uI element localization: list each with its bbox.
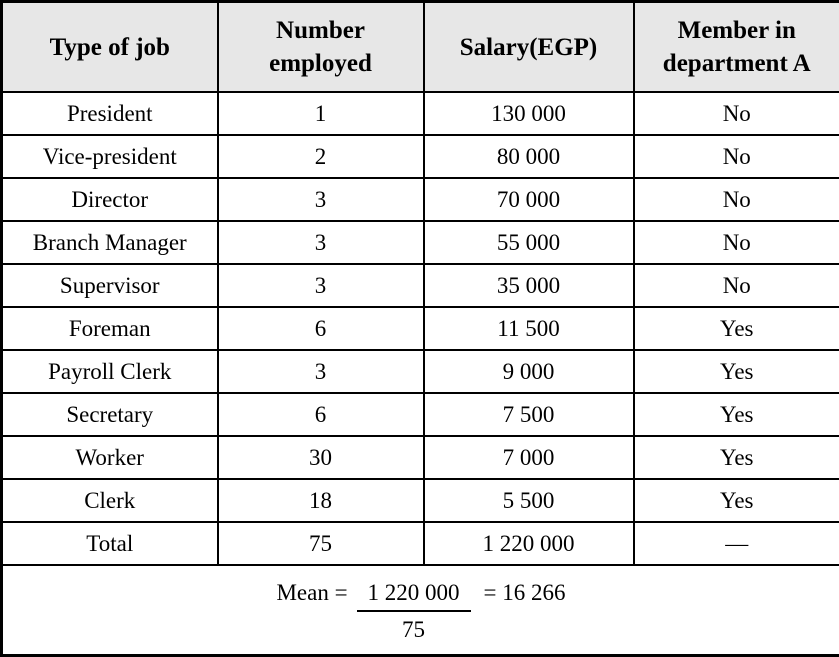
employed-cell: 18 bbox=[218, 479, 424, 522]
mean-row: Mean = 1 220 000 75 = 16 266 bbox=[2, 565, 839, 656]
table-row: Foreman 6 11 500 Yes bbox=[2, 307, 839, 350]
table-row: President 1 130 000 No bbox=[2, 92, 839, 135]
job-cell: Payroll Clerk bbox=[2, 350, 218, 393]
job-cell: Foreman bbox=[2, 307, 218, 350]
table-row: Payroll Clerk 3 9 000 Yes bbox=[2, 350, 839, 393]
table-header: Type of job Number employed Salary(EGP) … bbox=[2, 2, 839, 93]
table-row: Secretary 6 7 500 Yes bbox=[2, 393, 839, 436]
member-cell: Yes bbox=[634, 479, 839, 522]
employed-cell: 30 bbox=[218, 436, 424, 479]
header-row: Type of job Number employed Salary(EGP) … bbox=[2, 2, 839, 93]
member-cell: Yes bbox=[634, 393, 839, 436]
employed-cell: 3 bbox=[218, 264, 424, 307]
employed-cell: 2 bbox=[218, 135, 424, 178]
salary-cell: 70 000 bbox=[424, 178, 634, 221]
employed-cell: 6 bbox=[218, 393, 424, 436]
salary-cell: 55 000 bbox=[424, 221, 634, 264]
job-cell: Secretary bbox=[2, 393, 218, 436]
job-cell: Vice-president bbox=[2, 135, 218, 178]
column-header-salary: Salary(EGP) bbox=[424, 2, 634, 93]
job-cell: Branch Manager bbox=[2, 221, 218, 264]
employed-cell: 1 bbox=[218, 92, 424, 135]
column-header-member-department-a: Member in department A bbox=[634, 2, 839, 93]
member-cell: Yes bbox=[634, 350, 839, 393]
salary-cell: 9 000 bbox=[424, 350, 634, 393]
member-cell: Yes bbox=[634, 436, 839, 479]
employed-cell: 3 bbox=[218, 350, 424, 393]
job-cell: Clerk bbox=[2, 479, 218, 522]
table-row: Worker 30 7 000 Yes bbox=[2, 436, 839, 479]
fraction-denominator: 75 bbox=[402, 612, 425, 646]
job-cell: Total bbox=[2, 522, 218, 565]
mean-fraction: 1 220 000 75 bbox=[357, 577, 471, 646]
table-row: Clerk 18 5 500 Yes bbox=[2, 479, 839, 522]
job-cell: President bbox=[2, 92, 218, 135]
mean-label: Mean = bbox=[276, 577, 347, 609]
member-cell: No bbox=[634, 264, 839, 307]
table-row: Supervisor 3 35 000 No bbox=[2, 264, 839, 307]
mean-result: = 16 266 bbox=[484, 577, 566, 609]
member-cell-dash: — bbox=[634, 522, 839, 565]
mean-formula: Mean = 1 220 000 75 = 16 266 bbox=[3, 566, 839, 646]
job-cell: Worker bbox=[2, 436, 218, 479]
job-cell: Director bbox=[2, 178, 218, 221]
column-header-type-of-job: Type of job bbox=[2, 2, 218, 93]
salary-cell: 35 000 bbox=[424, 264, 634, 307]
employed-cell: 75 bbox=[218, 522, 424, 565]
employed-cell: 6 bbox=[218, 307, 424, 350]
table-body: President 1 130 000 No Vice-president 2 … bbox=[2, 92, 839, 565]
table-row: Director 3 70 000 No bbox=[2, 178, 839, 221]
table-footer: Mean = 1 220 000 75 = 16 266 bbox=[2, 565, 839, 656]
member-cell: Yes bbox=[634, 307, 839, 350]
salary-cell: 1 220 000 bbox=[424, 522, 634, 565]
job-cell: Supervisor bbox=[2, 264, 218, 307]
member-cell: No bbox=[634, 92, 839, 135]
salary-cell: 5 500 bbox=[424, 479, 634, 522]
salary-cell: 7 000 bbox=[424, 436, 634, 479]
table-row: Branch Manager 3 55 000 No bbox=[2, 221, 839, 264]
salary-cell: 7 500 bbox=[424, 393, 634, 436]
salary-cell: 11 500 bbox=[424, 307, 634, 350]
table-row-total: Total 75 1 220 000 — bbox=[2, 522, 839, 565]
table-row: Vice-president 2 80 000 No bbox=[2, 135, 839, 178]
fraction-numerator: 1 220 000 bbox=[357, 577, 471, 612]
column-header-number-employed: Number employed bbox=[218, 2, 424, 93]
member-cell: No bbox=[634, 135, 839, 178]
employed-cell: 3 bbox=[218, 221, 424, 264]
salary-cell: 130 000 bbox=[424, 92, 634, 135]
member-cell: No bbox=[634, 221, 839, 264]
mean-cell: Mean = 1 220 000 75 = 16 266 bbox=[2, 565, 839, 656]
salary-cell: 80 000 bbox=[424, 135, 634, 178]
member-cell: No bbox=[634, 178, 839, 221]
employed-cell: 3 bbox=[218, 178, 424, 221]
